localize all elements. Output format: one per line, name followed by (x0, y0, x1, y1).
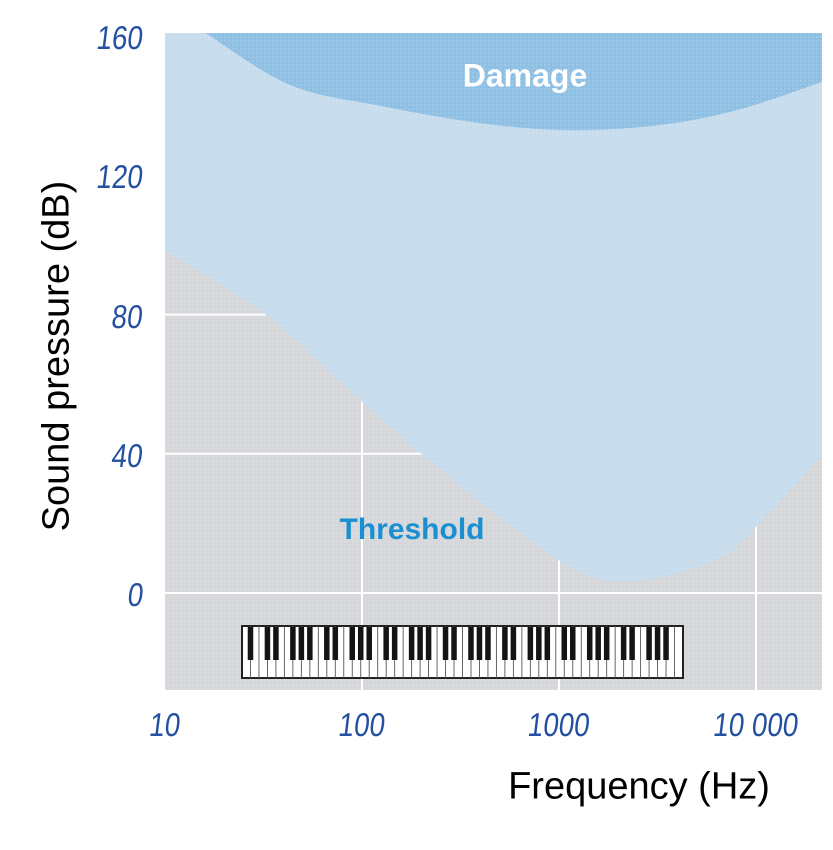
black-key (536, 627, 542, 660)
black-key (527, 627, 534, 660)
y-tick-label: 80 (109, 297, 146, 335)
black-key (391, 627, 398, 660)
black-key (502, 627, 508, 660)
black-key (544, 627, 551, 660)
x-tick-label: 10 000 (711, 706, 801, 743)
black-key (417, 627, 423, 660)
black-key (586, 627, 593, 660)
y-tick-label: 40 (109, 436, 146, 474)
threshold-label: Threshold (339, 513, 485, 546)
y-axis-title: Sound pressure (dB) (35, 180, 78, 532)
black-key (561, 627, 568, 660)
y-tick-label: 160 (94, 19, 146, 57)
black-key (408, 627, 415, 660)
black-key (510, 627, 517, 660)
black-key (468, 627, 474, 660)
black-key (595, 627, 601, 660)
black-key (383, 627, 389, 660)
black-key (324, 627, 330, 660)
dither-texture (165, 33, 822, 690)
black-key (349, 627, 356, 660)
black-key (663, 627, 669, 660)
black-key (290, 627, 296, 660)
black-key (298, 627, 305, 660)
x-tick-label: 100 (336, 706, 388, 743)
black-key (425, 627, 432, 660)
x-tick-label: 10 (147, 706, 183, 743)
black-key (654, 627, 661, 660)
x-tick-label: 1000 (525, 706, 593, 743)
black-key (366, 627, 372, 660)
black-key (629, 627, 635, 660)
black-key (307, 627, 313, 660)
black-key (247, 627, 254, 660)
black-key (264, 627, 271, 660)
black-key (273, 627, 279, 660)
x-axis-title: Frequency (Hz) (508, 765, 770, 808)
piano-keyboard (241, 625, 684, 679)
black-key (332, 627, 339, 660)
black-key (476, 627, 483, 660)
damage-label: Damage (462, 57, 588, 94)
black-key (357, 627, 364, 660)
black-key (569, 627, 576, 660)
black-key (485, 627, 491, 660)
black-key (646, 627, 652, 660)
black-key (451, 627, 457, 660)
black-key (603, 627, 610, 660)
y-tick-label: 120 (94, 158, 146, 196)
black-key (620, 627, 627, 660)
black-key (442, 627, 449, 660)
